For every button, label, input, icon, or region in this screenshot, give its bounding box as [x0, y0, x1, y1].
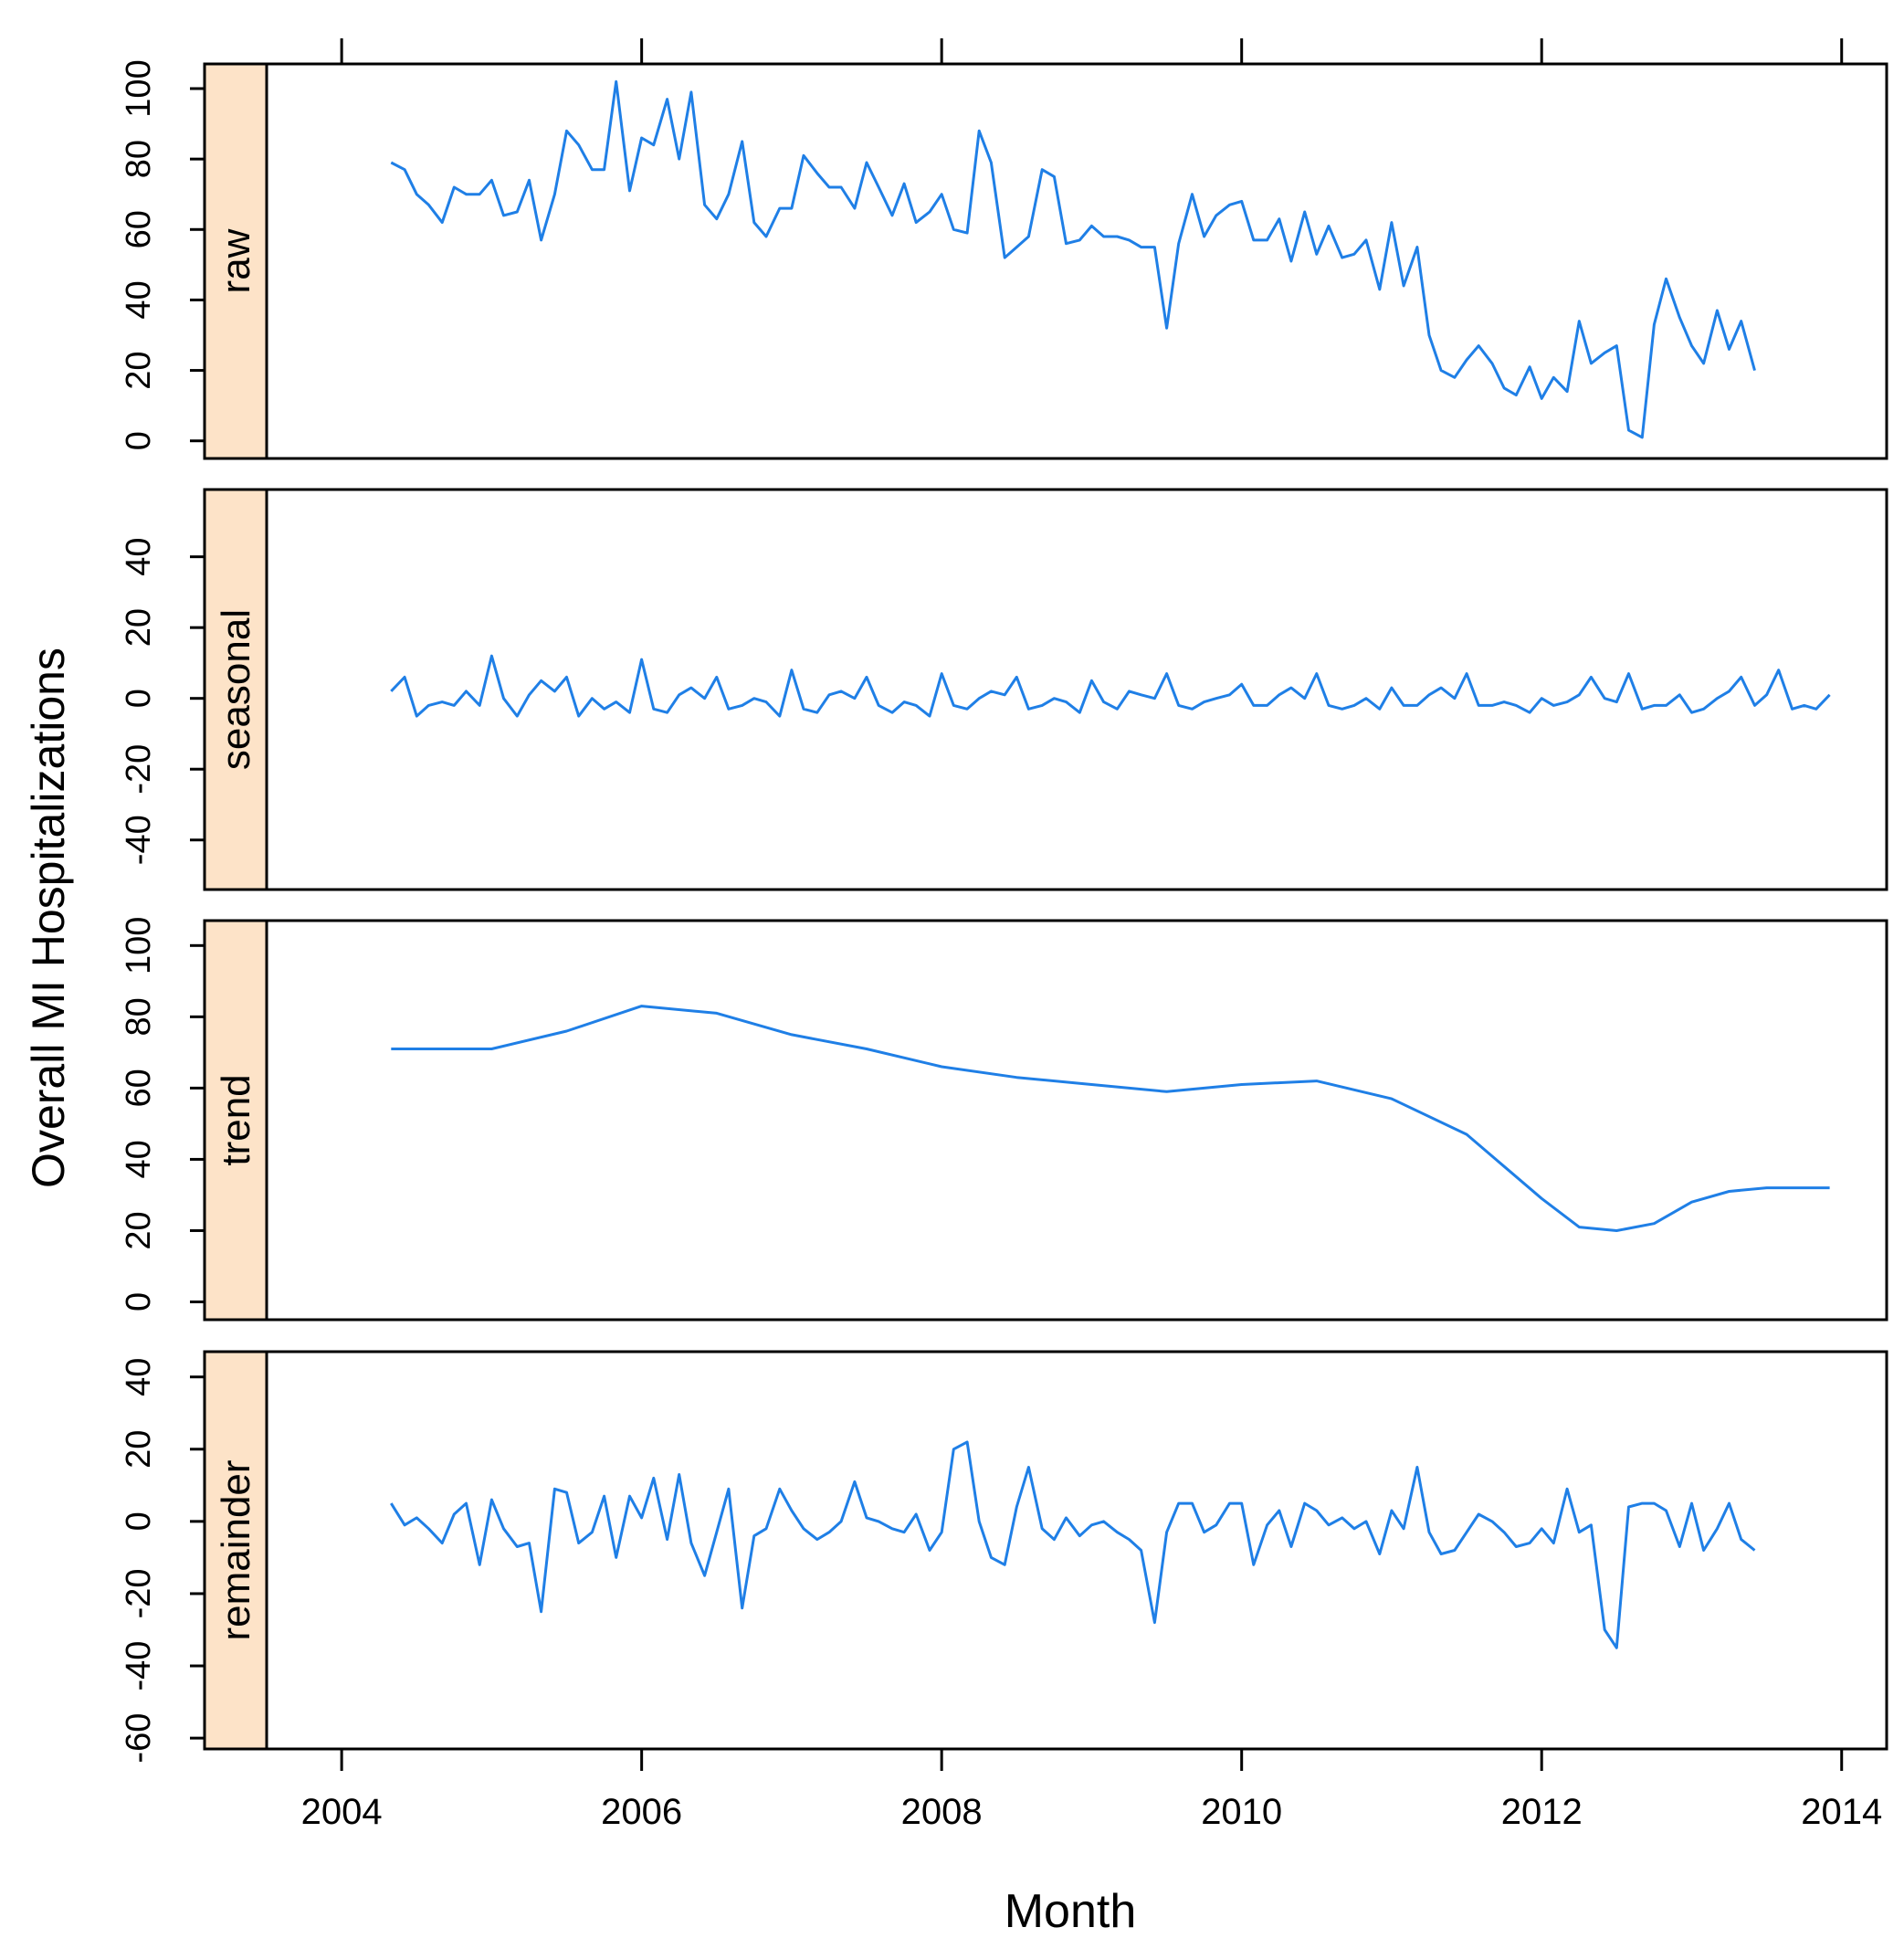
series-line-remainder	[390, 1440, 1756, 1649]
y-tick-label-seasonal-0: -40	[120, 815, 158, 865]
y-tick-label-raw-4: 80	[120, 140, 158, 178]
y-tick-label-remainder-0: -60	[120, 1713, 158, 1764]
panel-remainder: remainder -60 -40 -20 0 20 40	[120, 1350, 1888, 1764]
strip-raw	[205, 64, 267, 458]
frame-trend	[203, 919, 1888, 1322]
y-tick-label-seasonal-2: 0	[120, 689, 158, 708]
y-tick-label-remainder-5: 40	[120, 1358, 158, 1396]
x-tick-label-2: 2008	[901, 1792, 983, 1832]
frame-raw	[203, 62, 1888, 460]
strip-label-raw: raw	[214, 228, 258, 293]
y-tick-label-trend-3: 60	[120, 1069, 158, 1107]
series-line-raw	[390, 79, 1756, 439]
y-tick-label-remainder-1: -40	[120, 1641, 158, 1691]
strip-trend	[205, 921, 267, 1320]
x-tick-label-1: 2006	[601, 1792, 682, 1832]
x-tick-label-4: 2012	[1501, 1792, 1583, 1832]
y-tick-label-trend-5: 100	[120, 917, 158, 974]
frame-seasonal	[203, 488, 1888, 891]
panel-raw: raw 0 20 40 60 80 100	[120, 59, 1888, 460]
y-tick-label-raw-5: 100	[120, 59, 158, 117]
strip-label-trend: trend	[214, 1074, 258, 1165]
y-tick-label-remainder-4: 20	[120, 1430, 158, 1469]
y-tick-label-seasonal-1: -20	[120, 744, 158, 795]
y-tick-label-seasonal-3: 20	[120, 608, 158, 647]
bottom-x-axis: 2004 2006 2008 2010 2012 2014	[301, 1749, 1882, 1832]
frame-remainder	[203, 1350, 1888, 1751]
x-axis-title: Month	[1005, 1885, 1137, 1938]
y-tick-label-seasonal-4: 40	[120, 538, 158, 576]
x-tick-label-5: 2014	[1801, 1792, 1882, 1832]
y-tick-label-raw-0: 0	[120, 431, 158, 450]
strip-seasonal	[205, 490, 267, 890]
x-tick-label-0: 2004	[301, 1792, 383, 1832]
y-tick-label-raw-2: 40	[120, 280, 158, 319]
panel-seasonal: seasonal -40 -20 0 20 40	[120, 488, 1888, 891]
y-axis-title: Overall MI Hospitalizations	[23, 648, 74, 1188]
series-line-trend	[391, 1005, 1830, 1232]
y-tick-label-trend-1: 20	[120, 1211, 158, 1249]
y-tick-label-raw-1: 20	[120, 351, 158, 389]
y-tick-label-remainder-2: -20	[120, 1568, 158, 1618]
x-tick-label-3: 2010	[1201, 1792, 1282, 1832]
panel-trend: trend 0 20 40 60 80 100	[120, 917, 1888, 1322]
strip-label-seasonal: seasonal	[214, 609, 258, 770]
strip-label-remainder: remainder	[214, 1459, 258, 1640]
y-tick-label-trend-4: 80	[120, 997, 158, 1036]
y-tick-label-raw-3: 60	[120, 210, 158, 248]
y-tick-label-trend-2: 40	[120, 1140, 158, 1178]
panels-group: raw 0 20 40 60 80 100 seasonal -40 -20 0 20 40 trend 0…	[120, 59, 1888, 1764]
series-line-seasonal	[390, 654, 1831, 718]
top-x-axis	[340, 38, 1844, 64]
y-tick-label-trend-0: 0	[120, 1292, 158, 1311]
strip-remainder	[205, 1352, 267, 1749]
y-tick-label-remainder-3: 0	[120, 1511, 158, 1531]
